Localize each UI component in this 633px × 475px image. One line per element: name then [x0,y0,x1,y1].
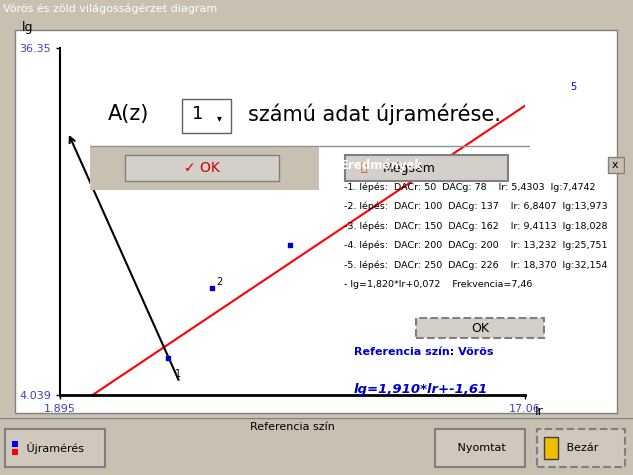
Text: -1. lépés:  DACr: 50  DACg: 78    lr: 5,4303  lg:7,4742: -1. lépés: DACr: 50 DACg: 78 lr: 5,4303 … [341,182,595,191]
Text: OK: OK [471,322,489,334]
Text: ⛔: ⛔ [361,163,367,173]
Bar [12,449,18,455]
Bar [417,318,544,338]
Text: 5: 5 [570,82,576,92]
Text: ▾: ▾ [217,113,222,123]
Text: 1: 1 [192,105,203,124]
Text: Eredmények: Eredmények [341,159,423,171]
Bar [608,157,624,173]
Bar [435,429,525,467]
Text: Nyomtat: Nyomtat [454,443,506,453]
Bar [90,146,319,190]
Text: -4. lépés:  DACr: 200  DACg: 200    lr: 13,232  lg:25,751: -4. lépés: DACr: 200 DACg: 200 lr: 13,23… [341,241,607,250]
Text: Újramérés: Újramérés [23,442,84,454]
Text: -2. lépés:  DACr: 100  DACg: 137    lr: 6,8407  lg:13,973: -2. lépés: DACr: 100 DACg: 137 lr: 6,840… [341,202,608,211]
Text: - lg=1,820*lr+0,072    Frekvencia=7,46: - lg=1,820*lr+0,072 Frekvencia=7,46 [341,280,532,289]
Text: Bezár: Bezár [563,443,598,453]
Bar [544,437,558,459]
Text: -3. lépés:  DACr: 150  DACg: 162    lr: 9,4113  lg:18,028: -3. lépés: DACr: 150 DACg: 162 lr: 9,411… [341,221,607,231]
Text: x: x [612,160,618,170]
Bar [182,98,231,133]
Text: Újramérés: Újramérés [94,53,152,65]
Text: Vörös és zöld világosságérzet diagram: Vörös és zöld világosságérzet diagram [3,4,217,14]
Bar [5,429,105,467]
Bar [345,155,508,181]
Text: Ir: Ir [534,405,543,418]
Text: -5. lépés:  DACr: 250  DACg: 226    lr: 18,370  lg:32,154: -5. lépés: DACr: 250 DACg: 226 lr: 18,37… [341,260,607,270]
Text: 2: 2 [216,277,222,287]
Bar [12,441,18,447]
X-axis label: Referencia szín: Referencia szín [250,422,335,432]
Text: 1: 1 [175,370,180,380]
Bar [537,429,625,467]
Text: számú adat újramérése.: számú adat újramérése. [248,104,501,125]
Text: A(z): A(z) [108,104,149,124]
Text: ✓ OK: ✓ OK [184,161,220,175]
Bar [125,155,279,181]
Text: lg=1,910*lr+-1,61: lg=1,910*lr+-1,61 [354,383,488,397]
Text: Referencia szín: Vörös: Referencia szín: Vörös [354,347,493,357]
Text: Mégsem: Mégsem [382,162,436,174]
Text: lg: lg [22,21,33,34]
